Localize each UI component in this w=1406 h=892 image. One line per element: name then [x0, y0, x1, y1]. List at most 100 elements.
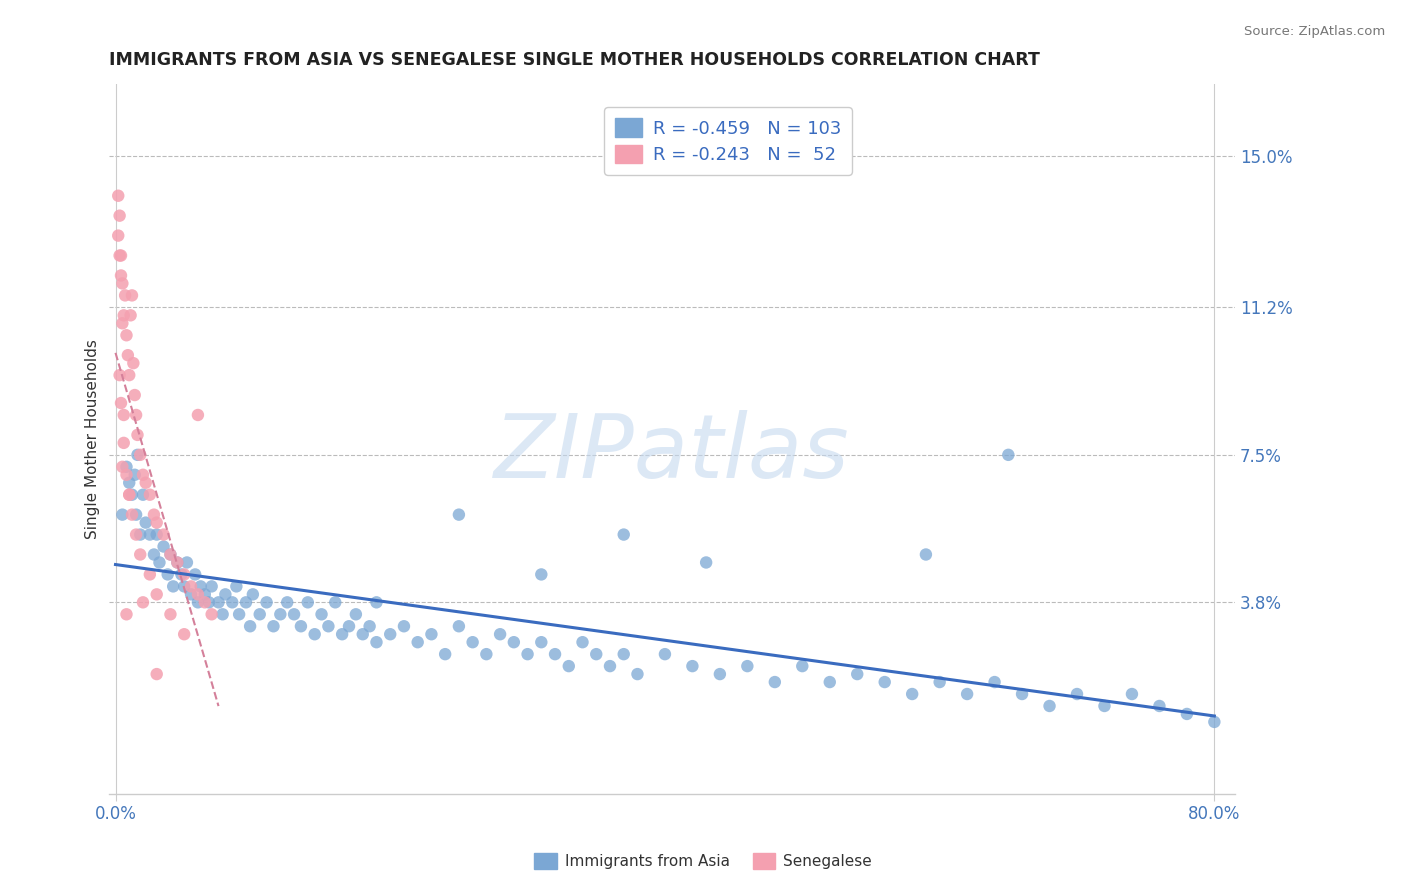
- Point: [110, 248, 132, 262]
- Point: [118, 488, 141, 502]
- Point: [107, 188, 129, 202]
- Point: [108, 368, 131, 383]
- Point: [135, 516, 157, 530]
- Point: [235, 595, 257, 609]
- Point: [115, 467, 138, 482]
- Point: [380, 627, 402, 641]
- Point: [132, 488, 155, 502]
- Point: [132, 595, 155, 609]
- Point: [112, 436, 135, 450]
- Point: [225, 579, 247, 593]
- Point: [156, 567, 179, 582]
- Point: [737, 659, 759, 673]
- Point: [502, 635, 524, 649]
- Point: [187, 595, 209, 609]
- Point: [1149, 698, 1171, 713]
- Point: [166, 556, 188, 570]
- Point: [127, 428, 149, 442]
- Point: [221, 595, 243, 609]
- Point: [117, 348, 139, 362]
- Point: [915, 548, 938, 562]
- Point: [139, 488, 162, 502]
- Point: [1066, 687, 1088, 701]
- Point: [143, 548, 166, 562]
- Point: [159, 548, 181, 562]
- Point: [242, 587, 264, 601]
- Point: [447, 619, 470, 633]
- Point: [585, 647, 607, 661]
- Point: [571, 635, 593, 649]
- Point: [318, 619, 340, 633]
- Point: [111, 508, 134, 522]
- Point: [145, 667, 167, 681]
- Point: [337, 619, 360, 633]
- Point: [544, 647, 567, 661]
- Point: [330, 627, 353, 641]
- Y-axis label: Single Mother Households: Single Mother Households: [86, 339, 100, 539]
- Point: [125, 408, 148, 422]
- Point: [613, 527, 636, 541]
- Point: [366, 635, 388, 649]
- Point: [873, 675, 896, 690]
- Point: [599, 659, 621, 673]
- Point: [901, 687, 924, 701]
- Legend: R = -0.459   N = 103, R = -0.243   N =  52: R = -0.459 N = 103, R = -0.243 N = 52: [605, 107, 852, 175]
- Point: [269, 607, 291, 622]
- Point: [283, 607, 305, 622]
- Point: [420, 627, 443, 641]
- Point: [145, 516, 167, 530]
- Point: [516, 647, 538, 661]
- Point: [152, 527, 174, 541]
- Point: [170, 567, 193, 582]
- Point: [115, 328, 138, 343]
- Point: [121, 288, 143, 302]
- Point: [129, 448, 152, 462]
- Point: [763, 675, 786, 690]
- Point: [392, 619, 415, 633]
- Point: [530, 635, 553, 649]
- Point: [311, 607, 333, 622]
- Point: [145, 587, 167, 601]
- Point: [475, 647, 498, 661]
- Point: [108, 209, 131, 223]
- Point: [359, 619, 381, 633]
- Point: [110, 268, 132, 283]
- Point: [1094, 698, 1116, 713]
- Point: [132, 467, 155, 482]
- Point: [148, 556, 170, 570]
- Point: [107, 228, 129, 243]
- Point: [115, 607, 138, 622]
- Point: [297, 595, 319, 609]
- Point: [108, 248, 131, 262]
- Point: [194, 587, 217, 601]
- Point: [143, 508, 166, 522]
- Point: [139, 527, 162, 541]
- Point: [166, 556, 188, 570]
- Point: [159, 607, 181, 622]
- Point: [187, 587, 209, 601]
- Point: [228, 607, 250, 622]
- Point: [1038, 698, 1060, 713]
- Point: [997, 448, 1019, 462]
- Point: [173, 579, 195, 593]
- Point: [152, 540, 174, 554]
- Point: [180, 579, 202, 593]
- Point: [626, 667, 648, 681]
- Point: [111, 459, 134, 474]
- Point: [290, 619, 312, 633]
- Point: [124, 467, 146, 482]
- Point: [530, 567, 553, 582]
- Point: [124, 388, 146, 402]
- Point: [111, 316, 134, 330]
- Point: [125, 508, 148, 522]
- Point: [201, 579, 224, 593]
- Point: [139, 567, 162, 582]
- Point: [461, 635, 484, 649]
- Point: [276, 595, 298, 609]
- Point: [118, 488, 141, 502]
- Point: [262, 619, 284, 633]
- Text: Source: ZipAtlas.com: Source: ZipAtlas.com: [1244, 25, 1385, 38]
- Point: [207, 595, 229, 609]
- Text: IMMIGRANTS FROM ASIA VS SENEGALESE SINGLE MOTHER HOUSEHOLDS CORRELATION CHART: IMMIGRANTS FROM ASIA VS SENEGALESE SINGL…: [108, 51, 1039, 69]
- Point: [256, 595, 278, 609]
